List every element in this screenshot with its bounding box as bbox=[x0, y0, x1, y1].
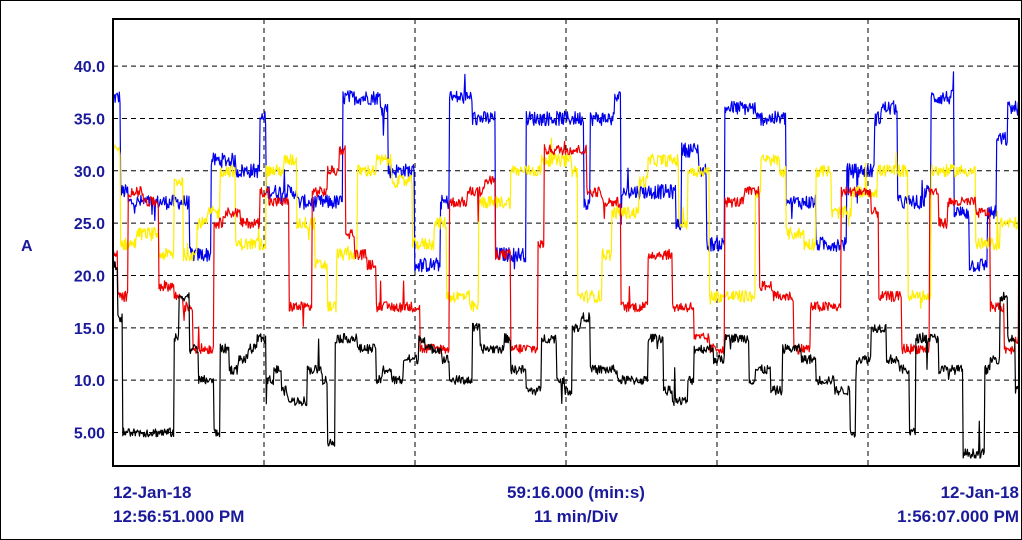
series-layer bbox=[112, 71, 1020, 459]
y-tick-label: 5.00 bbox=[74, 426, 105, 443]
plot-area-border bbox=[112, 18, 1020, 467]
series-line-4 bbox=[112, 260, 1020, 459]
series-line-1 bbox=[112, 71, 1020, 273]
time-span: 59:16.000 (min:s) 11 min/Div bbox=[471, 481, 681, 529]
span-division: 11 min/Div bbox=[533, 507, 619, 526]
y-tick-label: 25.0 bbox=[74, 216, 105, 233]
series-line-3 bbox=[112, 140, 1020, 355]
y-tick-label: 40.0 bbox=[74, 59, 105, 76]
end-timestamp: 12-Jan-18 1:56:07.000 PM bbox=[897, 481, 1019, 529]
span-duration: 59:16.000 (min:s) bbox=[507, 483, 645, 502]
y-tick-label: 30.0 bbox=[74, 164, 105, 181]
y-tick-label: 15.0 bbox=[74, 321, 105, 338]
plot-grid bbox=[113, 19, 1019, 466]
start-date: 12-Jan-18 bbox=[113, 483, 192, 502]
y-tick-label: 20.0 bbox=[74, 268, 105, 285]
y-axis-label: A bbox=[21, 238, 33, 255]
y-tick-label: 35.0 bbox=[74, 111, 105, 128]
start-time: 12:56:51.000 PM bbox=[113, 507, 245, 526]
end-date: 12-Jan-18 bbox=[940, 483, 1019, 502]
y-tick-label: 10.0 bbox=[74, 373, 105, 390]
end-time: 1:56:07.000 PM bbox=[897, 507, 1019, 526]
start-timestamp: 12-Jan-18 12:56:51.000 PM bbox=[113, 481, 244, 529]
y-axis-ticks: 40.0 35.0 30.0 25.0 20.0 15.0 10.0 5.00 bbox=[74, 59, 105, 442]
